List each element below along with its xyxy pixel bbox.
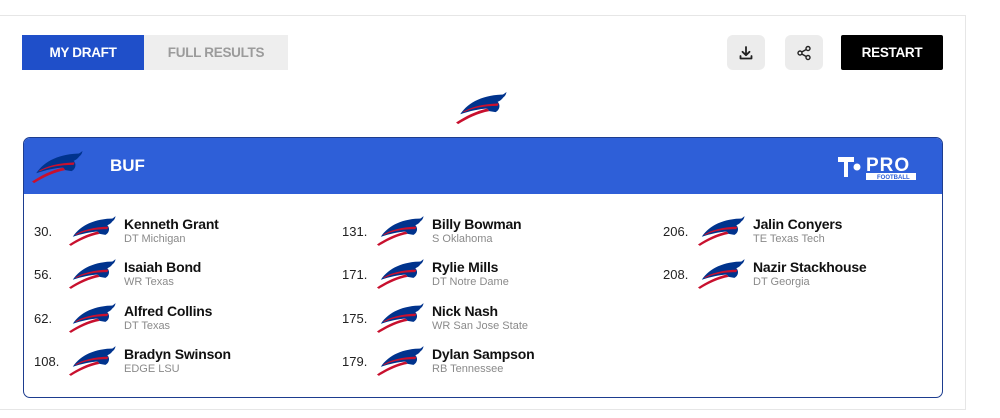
bills-logo-icon — [697, 258, 745, 290]
bills-logo-icon — [455, 90, 507, 126]
player-info: Nazir Stackhouse DT Georgia — [753, 259, 867, 289]
pick-row: 131. Billy Bowman S Oklahoma — [342, 213, 522, 253]
pick-number: 56. — [34, 267, 53, 282]
pick-row: 62. Alfred Collins DT Texas — [34, 300, 212, 340]
player-name: Jalin Conyers — [753, 216, 843, 232]
player-info: Jalin Conyers TE Texas Tech — [753, 216, 842, 246]
bills-logo-icon — [376, 215, 424, 247]
bills-logo-icon — [68, 345, 116, 377]
bills-logo-icon — [376, 258, 424, 290]
player-info: Dylan Sampson RB Tennessee — [432, 346, 535, 376]
share-button[interactable] — [785, 35, 823, 70]
player-info: Alfred Collins DT Texas — [124, 303, 212, 333]
bills-logo-icon — [31, 150, 83, 184]
player-info: Bradyn Swinson EDGE LSU — [124, 346, 231, 376]
player-position-school: WR San Jose State — [432, 320, 528, 332]
player-info: Kenneth Grant DT Michigan — [124, 216, 219, 246]
bills-logo-icon — [68, 258, 116, 290]
player-name: Isaiah Bond — [124, 259, 202, 275]
bills-logo-icon — [376, 302, 424, 334]
share-icon — [797, 45, 811, 60]
player-name: Bradyn Swinson — [124, 346, 231, 362]
player-info: Isaiah Bond WR Texas — [124, 259, 201, 289]
bills-logo-icon — [68, 215, 116, 247]
player-position-school: RB Tennessee — [432, 363, 504, 375]
player-name: Billy Bowman — [432, 216, 522, 232]
player-position-school: WR Texas — [124, 276, 174, 288]
team-abbreviation: BUF — [110, 156, 145, 175]
bills-logo-icon — [697, 215, 745, 247]
team-draft-card: BUF PRO FOOTBALL 30. Kenneth Grant DT Mich… — [23, 137, 943, 398]
player-position-school: EDGE LSU — [124, 363, 180, 375]
player-info: Billy Bowman S Oklahoma — [432, 216, 522, 246]
player-position-school: DT Notre Dame — [432, 276, 509, 288]
tab-my-draft[interactable]: MY DRAFT — [22, 35, 144, 70]
pick-number: 171. — [342, 267, 368, 282]
player-name: Nick Nash — [432, 303, 498, 319]
player-name: Alfred Collins — [124, 303, 213, 319]
pick-number: 108. — [34, 354, 60, 369]
picks-grid: 30. Kenneth Grant DT Michigan 56. Isaiah Bon… — [24, 194, 942, 394]
pick-number: 179. — [342, 354, 368, 369]
player-name: Kenneth Grant — [124, 216, 219, 232]
pick-number: 208. — [663, 267, 689, 282]
pick-row: 175. Nick Nash WR San Jose State — [342, 300, 528, 340]
player-name: Rylie Mills — [432, 259, 499, 275]
download-icon — [739, 45, 753, 59]
player-info: Rylie Mills DT Notre Dame — [432, 259, 509, 289]
player-name: Dylan Sampson — [432, 346, 535, 362]
pick-row: 171. Rylie Mills DT Notre Dame — [342, 256, 509, 296]
pick-row: 179. Dylan Sampson RB Tennessee — [342, 343, 535, 383]
tab-full-results[interactable]: FULL RESULTS — [144, 35, 288, 70]
bills-logo-icon — [68, 302, 116, 334]
pro-football-network-logo: PRO FOOTBALL — [838, 155, 916, 181]
player-position-school: S Oklahoma — [432, 233, 493, 245]
player-position-school: DT Texas — [124, 320, 171, 332]
svg-text:PRO: PRO — [866, 155, 910, 176]
pick-number: 175. — [342, 311, 368, 326]
player-name: Nazir Stackhouse — [753, 259, 867, 275]
svg-text:FOOTBALL: FOOTBALL — [877, 175, 910, 181]
pick-row: 30. Kenneth Grant DT Michigan — [34, 213, 219, 253]
download-button[interactable] — [727, 35, 765, 70]
pick-number: 62. — [34, 311, 53, 326]
pick-number: 206. — [663, 224, 689, 239]
bills-logo-icon — [376, 345, 424, 377]
view-tabs: MY DRAFT FULL RESULTS — [22, 35, 288, 70]
pick-number: 131. — [342, 224, 368, 239]
pick-row: 206. Jalin Conyers TE Texas Tech — [663, 213, 842, 253]
player-info: Nick Nash WR San Jose State — [432, 303, 528, 333]
pick-row: 208. Nazir Stackhouse DT Georgia — [663, 256, 867, 296]
player-position-school: DT Michigan — [124, 233, 186, 245]
team-header: BUF PRO FOOTBALL — [24, 138, 942, 194]
pick-row: 56. Isaiah Bond WR Texas — [34, 256, 201, 296]
player-position-school: TE Texas Tech — [753, 233, 825, 245]
pick-number: 30. — [34, 224, 53, 239]
pick-row: 108. Bradyn Swinson EDGE LSU — [34, 343, 231, 383]
restart-button[interactable]: RESTART — [841, 35, 943, 70]
player-position-school: DT Georgia — [753, 276, 810, 288]
